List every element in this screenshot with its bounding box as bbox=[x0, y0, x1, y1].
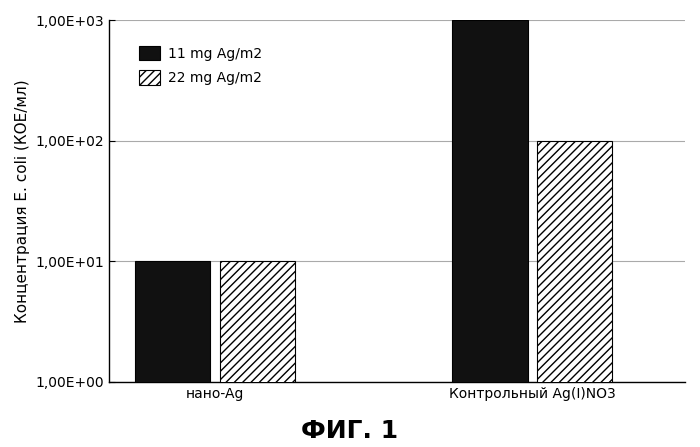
Bar bbox=[452, 21, 528, 447]
Y-axis label: Концентрация E. coli (КОЕ/мл): Концентрация E. coli (КОЕ/мл) bbox=[15, 80, 30, 323]
Bar bbox=[135, 261, 210, 447]
Bar bbox=[220, 261, 295, 447]
Text: ФИГ. 1: ФИГ. 1 bbox=[302, 418, 398, 443]
Legend: 11 mg Ag/m2, 22 mg Ag/m2: 11 mg Ag/m2, 22 mg Ag/m2 bbox=[127, 35, 273, 96]
Bar bbox=[537, 141, 612, 447]
